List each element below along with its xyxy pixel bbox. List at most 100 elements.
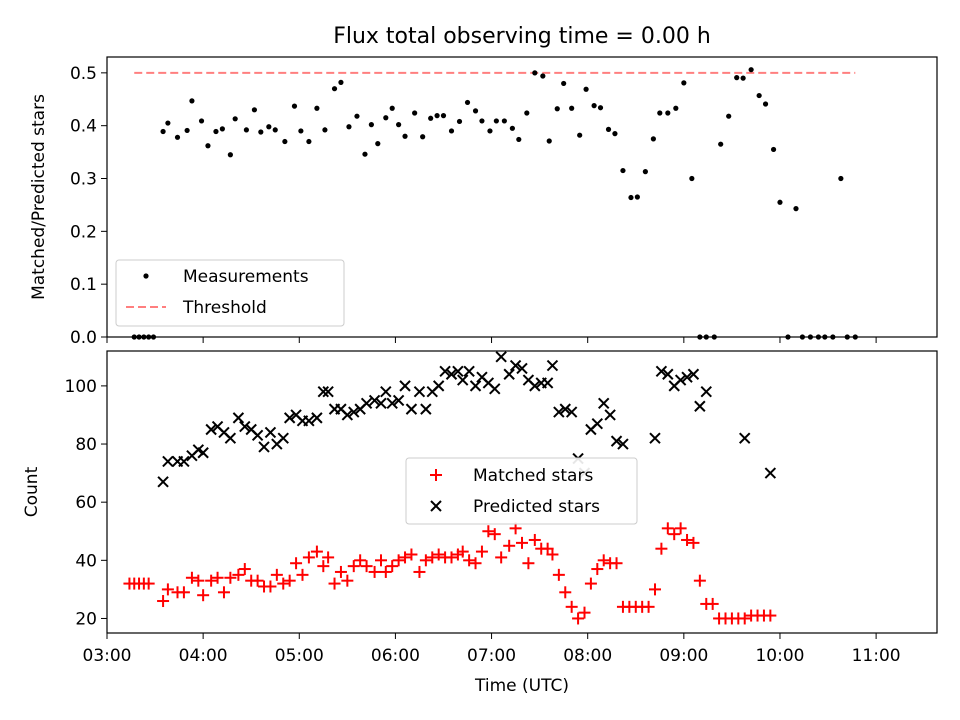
measurement-point <box>472 108 479 114</box>
predicted-star-point <box>559 403 571 415</box>
predicted-star-point <box>322 385 334 398</box>
figure-title: Flux total observing time = 0.00 h <box>333 24 711 49</box>
measurement-point <box>493 118 499 124</box>
measurement-point <box>546 138 552 144</box>
predicted-star-point <box>662 368 674 380</box>
measurement-point <box>272 127 278 133</box>
predicted-star-point <box>341 409 354 421</box>
measurement-point <box>770 146 777 153</box>
measurement-point <box>740 75 746 81</box>
measurement-point <box>434 113 440 119</box>
measurement-point <box>402 133 408 139</box>
predicted-star-point <box>283 412 296 424</box>
measurement-point <box>591 103 597 109</box>
top-y-tick-label: 0.4 <box>70 117 97 137</box>
predicted-star-point <box>162 455 174 468</box>
predicted-star-point <box>591 417 604 430</box>
legend-measurements-label: Measurements <box>183 267 309 287</box>
measurement-point <box>561 80 567 87</box>
top-panel: 0.0 0.1 0.2 0.3 0.4 0.5 Matched/Predicted sta… <box>29 56 938 348</box>
matched-star-point <box>463 554 476 567</box>
predicted-star-point <box>432 380 445 392</box>
matched-star-point <box>546 548 559 561</box>
predicted-star-point <box>375 397 387 410</box>
predicted-star-point <box>739 432 751 444</box>
matched-star-point <box>360 560 373 573</box>
matched-star-point <box>211 571 224 584</box>
matched-star-point <box>738 612 751 625</box>
predicted-star-point <box>360 397 373 410</box>
measurement-point <box>227 152 233 158</box>
predicted-star-point <box>439 365 451 378</box>
legend-measurements-marker <box>143 273 149 279</box>
predicted-star-point <box>495 351 507 363</box>
predicted-star-point <box>541 377 554 389</box>
measurement-point <box>762 101 769 107</box>
matched-star-point <box>565 600 578 613</box>
predicted-star-point <box>303 415 315 427</box>
matched-star-point <box>655 542 668 555</box>
matched-star-point <box>469 557 482 570</box>
predicted-star-point <box>469 380 482 392</box>
x-tick-label: 09:00 <box>659 646 708 666</box>
matched-star-point <box>334 565 347 578</box>
matched-star-point <box>648 583 661 596</box>
bottom-y-tick-label: 80 <box>75 435 97 455</box>
bottom-legend: Matched stars Predicted stars <box>405 457 638 525</box>
measurement-point <box>160 128 166 135</box>
legend-matched-marker <box>430 469 442 481</box>
predicted-star-point <box>258 441 270 453</box>
measurement-point <box>657 110 663 116</box>
top-y-tick-label: 0.1 <box>70 275 97 295</box>
matched-star-point <box>482 525 495 538</box>
predicted-star-point <box>546 359 559 372</box>
top-y-tick-label: 0.5 <box>70 64 97 84</box>
matched-star-point <box>392 554 405 567</box>
matched-star-point <box>290 557 303 570</box>
top-y-tick-label: 0.2 <box>70 222 97 242</box>
measurement-point <box>665 110 671 116</box>
matched-star-point <box>177 586 190 599</box>
top-y-axis: 0.0 0.1 0.2 0.3 0.4 0.5 <box>70 64 107 348</box>
matched-star-point <box>232 568 245 581</box>
predicted-star-point <box>649 432 661 444</box>
measurement-point <box>524 110 530 116</box>
matched-star-point <box>516 536 528 549</box>
predicted-star-point <box>565 406 578 418</box>
bottom-plot-marks <box>123 351 777 625</box>
top-legend: Measurements Threshold <box>115 259 345 327</box>
measurement-point <box>232 116 238 122</box>
measurement-point <box>487 128 493 134</box>
measurement-point <box>734 75 740 81</box>
matched-star-point <box>572 612 585 625</box>
measurement-point <box>282 138 288 145</box>
predicted-star-point <box>405 403 418 415</box>
predicted-star-point <box>681 371 693 383</box>
predicted-star-point <box>489 383 501 395</box>
top-y-tick-label: 0.0 <box>70 328 97 348</box>
measurement-point <box>634 194 640 200</box>
matched-star-point <box>764 609 777 622</box>
measurement-point <box>689 175 695 182</box>
measurement-point <box>314 105 320 111</box>
measurement-point <box>597 105 604 111</box>
measurement-point <box>440 113 447 119</box>
matched-star-point <box>328 577 341 590</box>
predicted-star-point <box>368 394 381 407</box>
measurement-point <box>726 113 732 119</box>
matched-star-point <box>283 574 296 587</box>
predicted-star-point <box>317 385 330 398</box>
bottom-y-tick-label: 100 <box>65 377 97 397</box>
measurement-point <box>456 118 463 125</box>
matched-star-point <box>374 554 387 567</box>
predicted-star-point <box>463 365 475 378</box>
measurement-point <box>464 99 471 106</box>
measurement-point <box>331 86 338 92</box>
matched-star-point <box>413 565 426 578</box>
predicted-star-point <box>674 374 687 386</box>
predicted-star-point <box>598 397 610 410</box>
measurement-point <box>420 134 426 140</box>
measurement-point <box>383 115 389 121</box>
matched-star-point <box>706 597 719 610</box>
